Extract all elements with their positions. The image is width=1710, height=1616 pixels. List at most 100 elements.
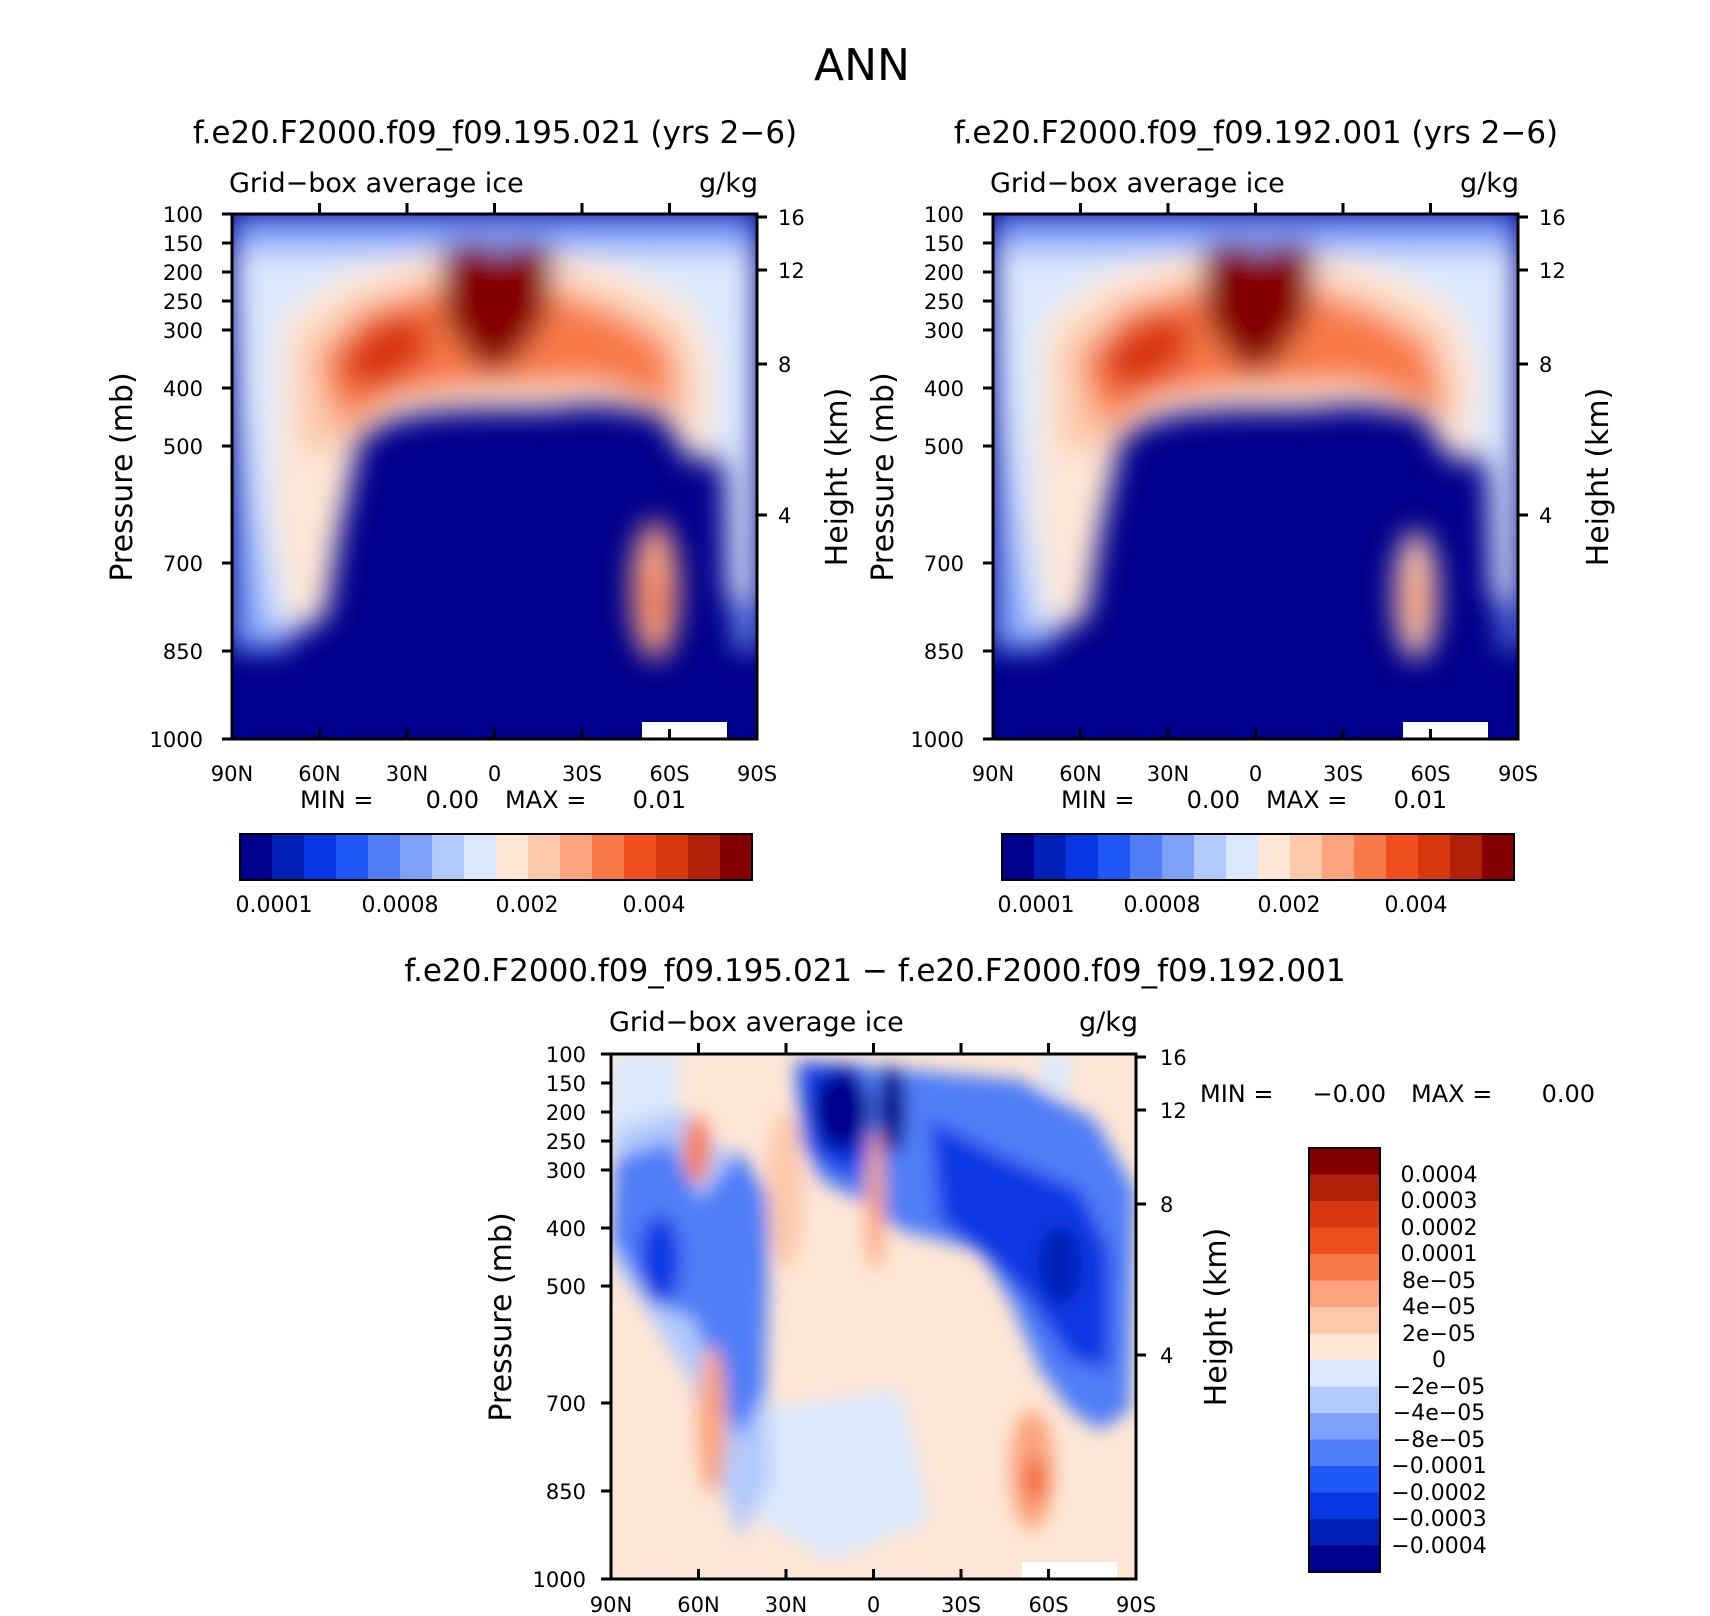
panel-1: f.e20.F2000.f09_f09.195.021 (yrs 2−6) Gr…: [105, 115, 855, 918]
max-label: MAX =: [1411, 1080, 1492, 1108]
right-tick-label: 8: [778, 353, 791, 377]
contour-salmon-60n: [698, 1345, 726, 1495]
right-tick-label: 12: [1539, 259, 1566, 283]
field-contours: [611, 1054, 1135, 1560]
colorbar-swatch: [368, 834, 400, 880]
contour-blue-core-eq: [878, 1065, 906, 1155]
colorbar-labels: 0.0004 0.0003 0.0002 0.0001 8e−05 4e−05 …: [1391, 1163, 1486, 1559]
right-tick-label: 8: [1160, 1193, 1173, 1217]
x-tick-label: 30N: [1147, 762, 1189, 786]
x-tick-label: 30S: [941, 1593, 981, 1616]
colorbar-label: 0.0008: [1124, 893, 1201, 918]
panel-3-ylabel-right: Height (km): [1199, 1228, 1234, 1407]
panel-2-field: [993, 214, 1518, 739]
right-tick-label: 4: [778, 504, 791, 528]
colorbar-label: 0.0002: [1401, 1216, 1478, 1241]
colorbar-swatch: [1309, 1413, 1380, 1440]
panel-2-x-tick-labels: 90N 60N 30N 0 30S 60S 90S: [972, 762, 1538, 786]
field-contours: [232, 214, 757, 660]
colorbar-swatch: [1482, 834, 1514, 880]
colorbar-label: −0.0001: [1391, 1454, 1486, 1479]
colorbar-label: −8e−05: [1393, 1428, 1485, 1453]
panel-3-right-ticks: [1136, 1055, 1146, 1357]
colorbar-swatch: [1309, 1492, 1380, 1519]
min-value: −0.00: [1312, 1080, 1386, 1108]
panel-3-right-tick-labels: 16 12 8 4: [1160, 1046, 1187, 1368]
colorbar-label: 0.0001: [998, 893, 1075, 918]
x-tick-label: 0: [488, 762, 501, 786]
colorbar-swatches: [240, 834, 752, 880]
panel-3-ylabel: Pressure (mb): [484, 1212, 519, 1421]
right-tick-label: 12: [778, 259, 805, 283]
x-tick-label: 0: [1249, 762, 1262, 786]
contour-red-orange: [1101, 315, 1191, 385]
panel-2-minmax: MIN = 0.00 MAX = 0.01: [1061, 786, 1447, 814]
y-tick-label: 1000: [533, 1568, 586, 1592]
panel-2-y-tick-labels: 100 150 200 250 300 400 500 700 850 1000: [911, 203, 964, 752]
y-tick-label: 500: [546, 1275, 586, 1299]
colorbar-swatch: [1098, 834, 1130, 880]
colorbar-swatch: [496, 834, 528, 880]
colorbar-swatch: [1309, 1201, 1380, 1228]
colorbar-swatch: [432, 834, 464, 880]
contour-blue-sh: [930, 1120, 1110, 1370]
colorbar-swatch: [464, 834, 496, 880]
contour-pale-blue-top-right: [1040, 1054, 1070, 1095]
colorbar-label: −0.0003: [1391, 1507, 1486, 1532]
right-tick-label: 4: [1539, 504, 1552, 528]
colorbar-swatch: [1309, 1545, 1380, 1572]
y-tick-label: 850: [546, 1480, 586, 1504]
contour-blue-nh-core: [640, 1215, 680, 1305]
colorbar-swatch: [1309, 1307, 1380, 1334]
x-tick-label: 0: [867, 1593, 880, 1616]
panel-2-title: f.e20.F2000.f09_f09.192.001 (yrs 2−6): [954, 115, 1558, 151]
panel-3-colorbar: 0.0004 0.0003 0.0002 0.0001 8e−05 4e−05 …: [1308, 1147, 1487, 1573]
panel-3-minmax: MIN = −0.00 MAX = 0.00: [1200, 1080, 1595, 1108]
colorbar-swatch: [1309, 1519, 1380, 1546]
colorbar-swatch: [1034, 834, 1066, 880]
colorbar-swatch: [1309, 1280, 1380, 1307]
right-tick-label: 16: [1539, 206, 1566, 230]
y-tick-label: 150: [924, 232, 964, 256]
colorbar-swatch: [1194, 834, 1226, 880]
panel-2-y-ticks: [983, 212, 993, 741]
colorbar-swatch: [1322, 834, 1354, 880]
panel-3-field: [611, 1054, 1136, 1579]
y-tick-label: 200: [924, 261, 964, 285]
right-tick-label: 12: [1160, 1099, 1187, 1123]
colorbar-swatch: [1309, 1333, 1380, 1360]
y-tick-label: 150: [546, 1072, 586, 1096]
missing-data: [1022, 1562, 1117, 1579]
panel-2-ylabel: Pressure (mb): [866, 372, 901, 581]
y-tick-label: 250: [546, 1130, 586, 1154]
colorbar-label: −0.0002: [1391, 1481, 1486, 1506]
panel-1-units: g/kg: [699, 168, 758, 199]
y-tick-label: 1000: [150, 728, 203, 752]
colorbar-swatch: [1309, 1360, 1380, 1387]
contour-pale-blue-lower: [760, 1390, 930, 1560]
panel-2-right-tick-labels: 16 12 8 4: [1539, 206, 1566, 528]
right-tick-label: 16: [1160, 1046, 1187, 1070]
x-tick-label: 90S: [1116, 1593, 1156, 1616]
y-tick-label: 250: [924, 290, 964, 314]
panel-2-colorbar: 0.0001 0.0008 0.002 0.004: [998, 833, 1515, 918]
panel-1-title: f.e20.F2000.f09_f09.195.021 (yrs 2−6): [193, 115, 797, 151]
colorbar-swatch: [1386, 834, 1418, 880]
colorbar-swatch: [1309, 1227, 1380, 1254]
x-tick-label: 30N: [765, 1593, 807, 1616]
min-label: MIN =: [300, 786, 373, 814]
colorbar-swatch: [1309, 1466, 1380, 1493]
max-label: MAX =: [505, 786, 586, 814]
colorbar-label: 2e−05: [1402, 1322, 1476, 1347]
colorbar-swatch: [240, 834, 272, 880]
contour-blue-core-nh: [814, 1070, 870, 1150]
x-tick-label: 60S: [649, 762, 689, 786]
max-value: 0.01: [633, 786, 686, 814]
y-tick-label: 100: [163, 203, 203, 227]
y-tick-label: 400: [924, 377, 964, 401]
min-label: MIN =: [1061, 786, 1134, 814]
right-tick-label: 8: [1539, 353, 1552, 377]
colorbar-label: 0.004: [1385, 893, 1448, 918]
panel-1-variable: Grid−box average ice: [229, 168, 524, 199]
colorbar-swatch: [1450, 834, 1482, 880]
